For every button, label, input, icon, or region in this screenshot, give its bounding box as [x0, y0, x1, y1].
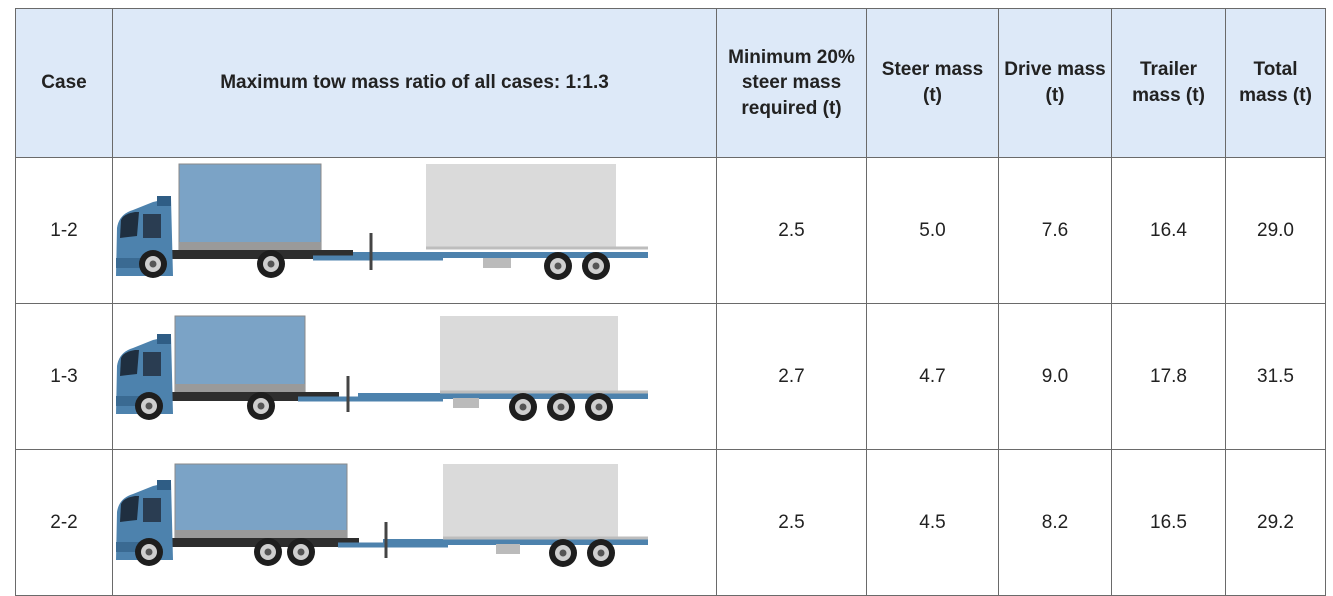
- value-cell: 2.5: [717, 450, 867, 596]
- value-cell: 29.0: [1226, 158, 1326, 304]
- value-cell: 7.6: [999, 158, 1112, 304]
- value-cell: 4.7: [867, 304, 999, 450]
- image-cell: [113, 304, 717, 450]
- value-cell: 17.8: [1112, 304, 1226, 450]
- header-cell: Trailer mass (t): [1112, 9, 1226, 158]
- page: Case Maximum tow mass ratio of all cases…: [0, 0, 1333, 587]
- row: 1-3 2.7 4.7 9.0: [16, 304, 1326, 450]
- header-cell: Steer mass (t): [867, 9, 999, 158]
- header-cell: Drive mass (t): [999, 9, 1112, 158]
- truck-image: [113, 306, 717, 448]
- value-cell: 16.4: [1112, 158, 1226, 304]
- value-cell: 31.5: [1226, 304, 1326, 450]
- value-cell: 2.7: [717, 304, 867, 450]
- case-cell: 1-2: [16, 158, 113, 304]
- header-cell: Total mass (t): [1226, 9, 1326, 158]
- image-cell: [113, 158, 717, 304]
- value-cell: 29.2: [1226, 450, 1326, 596]
- case-cell: 1-3: [16, 304, 113, 450]
- value-cell: 4.5: [867, 450, 999, 596]
- value-cell: 16.5: [1112, 450, 1226, 596]
- header-cell: Minimum 20% steer mass required (t): [717, 9, 867, 158]
- case-cell: 2-2: [16, 450, 113, 596]
- value-cell: 9.0: [999, 304, 1112, 450]
- header-cell: Case: [16, 9, 113, 158]
- value-cell: 8.2: [999, 450, 1112, 596]
- row: 2-2 2.5 4.5 8.2: [16, 450, 1326, 596]
- header-row: Case Maximum tow mass ratio of all cases…: [16, 9, 1326, 158]
- header-cell: Maximum tow mass ratio of all cases: 1:1…: [113, 9, 717, 158]
- truck-image: [113, 158, 717, 303]
- image-cell: [113, 450, 717, 596]
- row: 1-2 2.5 5.0 7.6: [16, 158, 1326, 304]
- value-cell: 2.5: [717, 158, 867, 304]
- data-table: Case Maximum tow mass ratio of all cases…: [15, 8, 1326, 596]
- truck-image: [113, 454, 717, 592]
- value-cell: 5.0: [867, 158, 999, 304]
